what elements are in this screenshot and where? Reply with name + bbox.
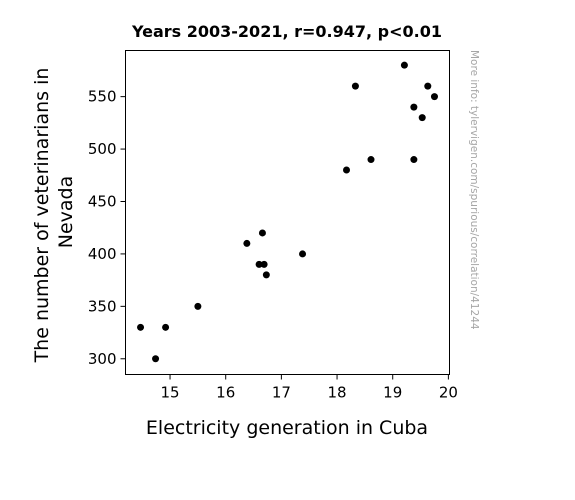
- plot-area: 15 16 17 18 19 20 300 350 400 450 500 550: [88, 50, 458, 402]
- data-points: [137, 61, 438, 363]
- plot-frame: [125, 50, 450, 375]
- data-point: [194, 302, 202, 310]
- data-point: [410, 103, 418, 111]
- x-tick-label: 19: [383, 384, 402, 402]
- data-point: [162, 323, 170, 331]
- data-point: [400, 61, 408, 69]
- y-axis-label: The number of veterinarians in Nevada: [31, 62, 77, 364]
- y-tick-label: 550: [88, 88, 117, 106]
- x-axis-label: Electricity generation in Cuba: [146, 417, 428, 439]
- x-axis: 15 16 17 18 19 20: [160, 374, 458, 402]
- y-axis-label-line-1: The number of veterinarians in: [31, 68, 53, 364]
- x-tick-label: 18: [327, 384, 346, 402]
- data-point: [152, 355, 160, 363]
- data-point: [255, 260, 263, 268]
- x-tick-label: 16: [216, 384, 235, 402]
- data-point: [410, 156, 418, 164]
- y-axis: 300 350 400 450 500 550: [88, 88, 126, 368]
- data-point: [260, 260, 268, 268]
- data-point: [424, 82, 432, 90]
- y-tick-label: 350: [88, 297, 117, 315]
- data-point: [351, 82, 359, 90]
- y-tick-label: 500: [88, 140, 117, 158]
- data-point: [262, 271, 270, 279]
- data-point: [243, 239, 251, 247]
- y-tick-label: 300: [88, 350, 117, 368]
- x-tick-label: 17: [272, 384, 291, 402]
- chart-title: Years 2003-2021, r=0.947, p<0.01: [131, 22, 442, 41]
- x-tick-label: 15: [160, 384, 179, 402]
- source-note: More info: tylervigen.com/spurious/corre…: [468, 50, 480, 330]
- y-tick-label: 400: [88, 245, 117, 263]
- y-axis-label-line-2: Nevada: [55, 176, 77, 249]
- data-point: [430, 93, 438, 101]
- data-point: [137, 323, 145, 331]
- data-point: [299, 250, 307, 258]
- data-point: [258, 229, 266, 237]
- x-tick-label: 20: [439, 384, 458, 402]
- data-point: [343, 166, 351, 174]
- data-point: [367, 156, 375, 164]
- data-point: [418, 114, 426, 122]
- y-tick-label: 450: [88, 192, 117, 210]
